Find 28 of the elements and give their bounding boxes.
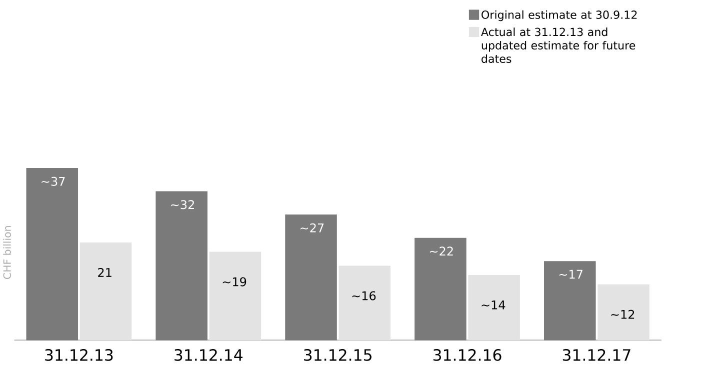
legend-label: Actual at 31.12.13 and updated estimate for future dates — [481, 28, 636, 63]
bar — [285, 214, 337, 340]
bar — [468, 275, 520, 340]
bar — [544, 261, 596, 340]
bar — [209, 252, 262, 340]
data-label: ~37 — [42, 176, 65, 186]
data-label: ~14 — [482, 300, 506, 310]
legend-label: Original estimate at 30.9.12 — [482, 10, 637, 22]
bar — [80, 242, 132, 340]
data-label: ~27 — [300, 223, 324, 232]
data-label: ~16 — [352, 291, 376, 300]
y-axis-title: CHF billion — [3, 226, 11, 279]
bar — [598, 284, 650, 340]
x-tick-label: 31.12.14 — [174, 349, 242, 361]
bar — [338, 266, 391, 340]
data-label: ~22 — [430, 246, 453, 256]
bar — [26, 168, 78, 340]
x-tick-label: 31.12.17 — [562, 349, 630, 361]
bar — [414, 238, 466, 340]
x-tick-label: 31.12.16 — [433, 349, 502, 361]
bar — [156, 191, 208, 340]
data-label: ~32 — [171, 200, 194, 210]
x-tick-label: 31.12.13 — [45, 349, 113, 361]
x-tick-label: 31.12.15 — [304, 349, 372, 361]
data-label: ~12 — [611, 310, 634, 319]
data-label: ~17 — [559, 270, 582, 279]
data-label: ~19 — [222, 277, 246, 286]
data-label: 21 — [98, 268, 112, 277]
